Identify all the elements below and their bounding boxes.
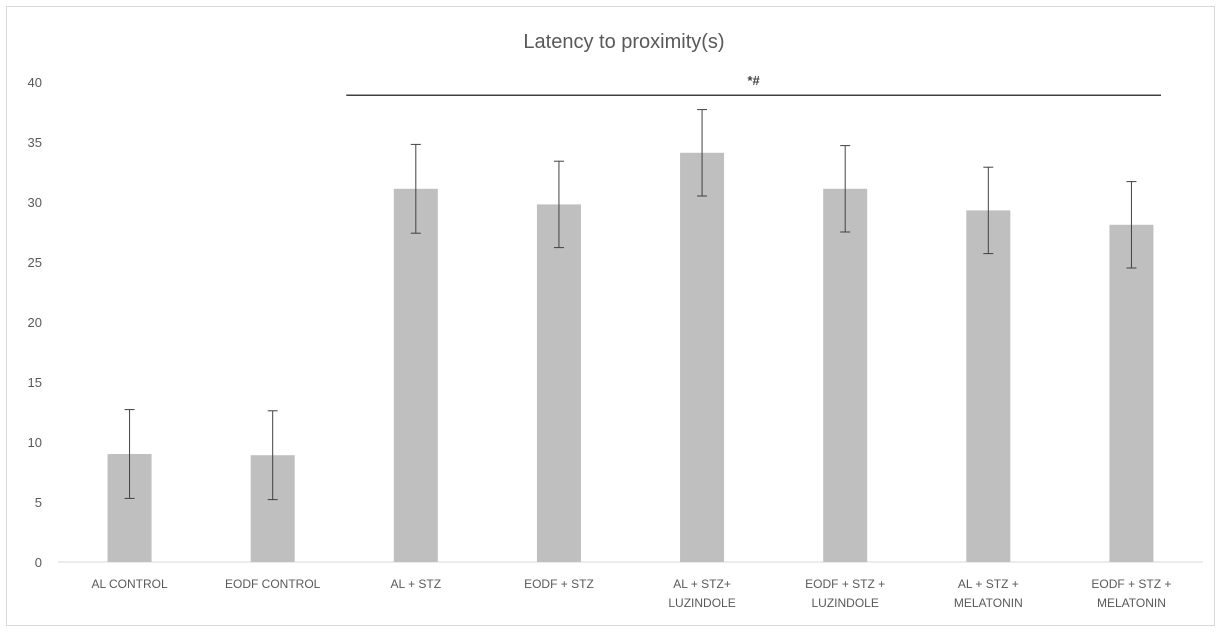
- y-tick-label: 35: [28, 135, 42, 150]
- bar: [680, 152, 725, 563]
- y-tick-label: 20: [28, 315, 42, 330]
- chart-title: Latency to proximity(s): [523, 31, 724, 53]
- x-tick-label: AL + STZ: [391, 577, 442, 591]
- bar: [823, 188, 868, 563]
- significance-label: *#: [747, 73, 760, 88]
- x-tick-label: MELATONIN: [954, 596, 1023, 610]
- y-tick-label: 15: [28, 375, 42, 390]
- x-axis: AL CONTROL EODF CONTROL AL + STZ EODF + STZ…: [58, 561, 1203, 610]
- y-tick-label: 30: [28, 195, 42, 210]
- x-tick-label: EODF + STZ: [524, 577, 594, 591]
- bars: [107, 152, 1154, 563]
- error-bars: [124, 109, 1137, 501]
- y-tick-label: 25: [28, 255, 42, 270]
- x-tick-label: AL + STZ +: [958, 577, 1019, 591]
- x-tick-label: AL + STZ+: [673, 577, 731, 591]
- bar: [1109, 224, 1154, 563]
- x-tick-label: EODF CONTROL: [225, 577, 321, 591]
- bar: [966, 210, 1011, 562]
- y-tick-label: 5: [35, 495, 42, 510]
- chart-frame: [6, 6, 1215, 626]
- y-tick-label: 10: [28, 435, 42, 450]
- bar: [536, 204, 581, 562]
- y-axis: 0 5 10 15 20 25 30 35 40: [28, 75, 42, 570]
- x-tick-label: LUZINDOLE: [668, 596, 735, 610]
- x-tick-label: AL CONTROL: [91, 577, 168, 591]
- x-tick-label: LUZINDOLE: [812, 596, 879, 610]
- y-tick-label: 40: [28, 75, 42, 90]
- x-tick-label: EODF + STZ +: [805, 577, 885, 591]
- bar: [393, 188, 438, 563]
- x-tick-label: EODF + STZ +: [1091, 577, 1171, 591]
- y-tick-label: 0: [35, 555, 42, 570]
- significance-annotation: *#: [346, 73, 1161, 96]
- x-tick-label: MELATONIN: [1097, 596, 1166, 610]
